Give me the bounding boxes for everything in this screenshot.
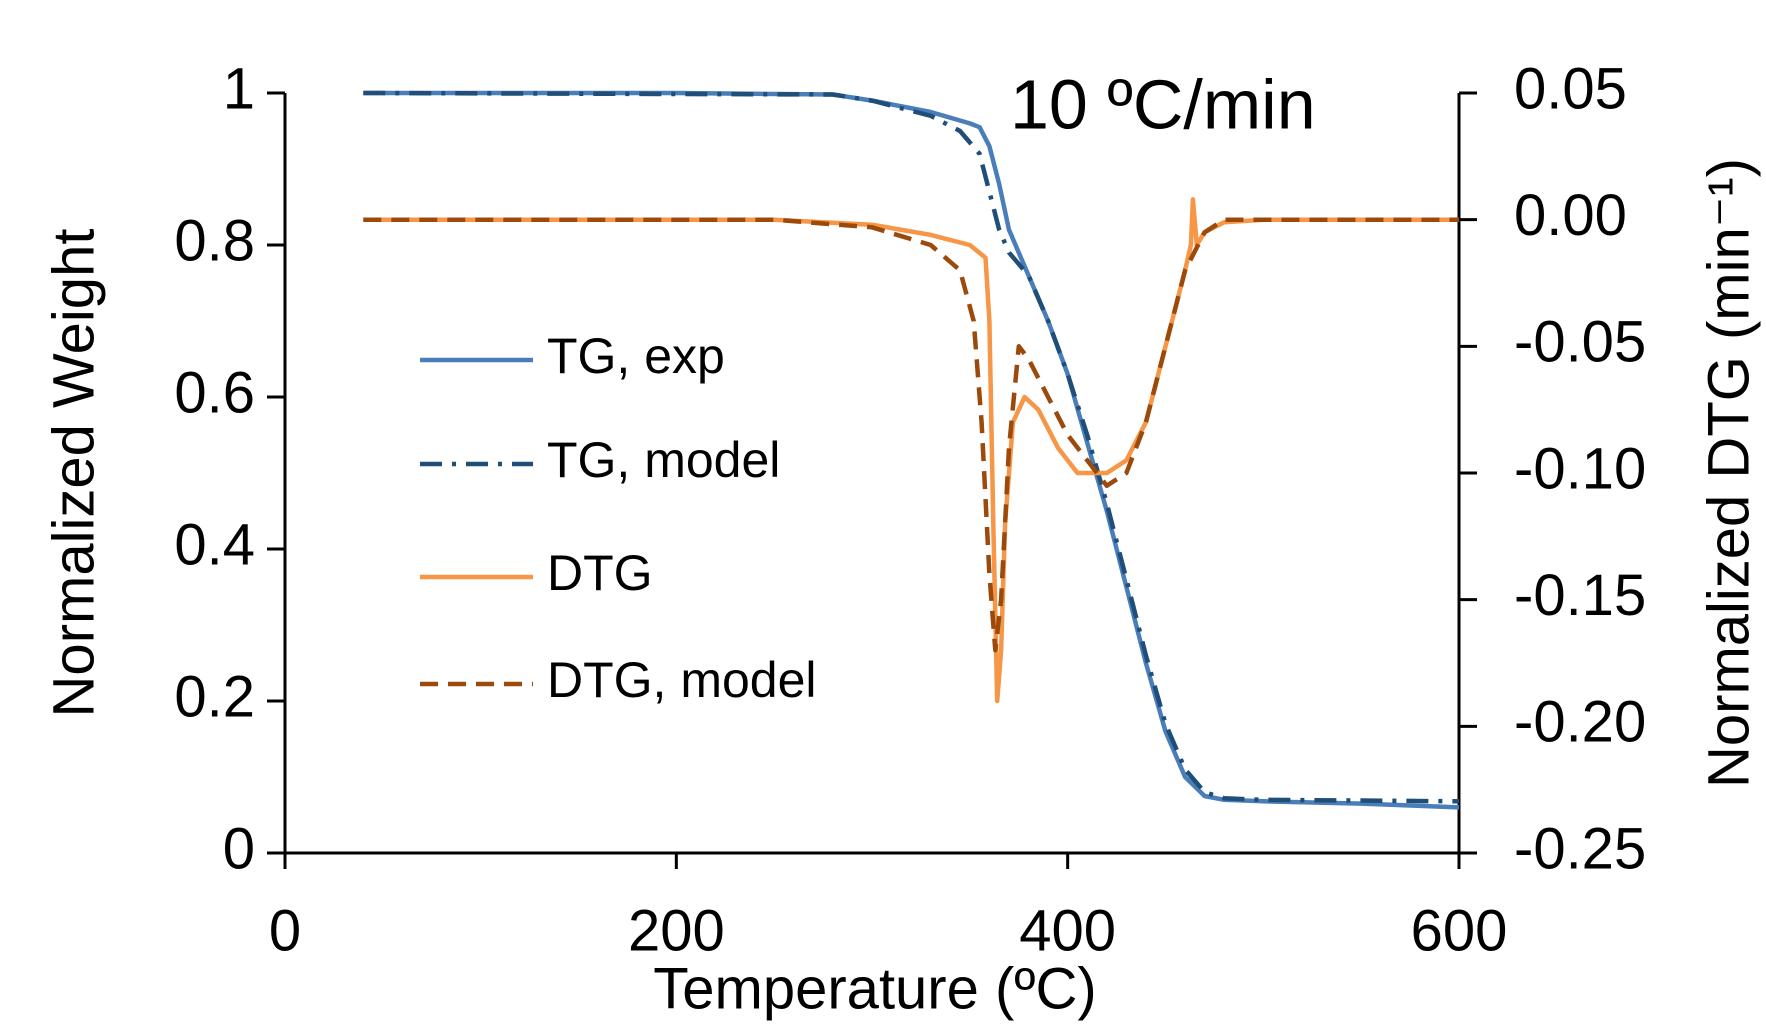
y2-tick-label: -0.25 [1514, 816, 1646, 881]
y2-tick-label: -0.10 [1514, 436, 1646, 501]
series-line [363, 90, 1460, 804]
y2-tick-label: 0.05 [1514, 56, 1627, 121]
y-tick-label: 0.2 [174, 664, 255, 729]
legend-label: DTG, model [547, 652, 817, 708]
y-axis-title: Normalized Weight [41, 229, 106, 718]
legend-label: DTG [547, 545, 653, 601]
x-axis-title: Temperature (ºC) [653, 956, 1096, 1021]
y2-tick-label: 0.00 [1514, 183, 1627, 248]
y-tick-label: 0.6 [174, 360, 255, 425]
x-tick-label: 200 [628, 898, 725, 963]
y-tick-label: 1 [223, 56, 255, 121]
y2-tick-label: -0.20 [1514, 690, 1646, 755]
x-tick-label: 600 [1411, 898, 1508, 963]
x-tick-label: 0 [269, 898, 301, 963]
x-tick-label: 400 [1019, 898, 1116, 963]
y-tick-label: 0.8 [174, 208, 255, 273]
legend-label: TG, exp [547, 328, 725, 384]
series-line [363, 90, 1460, 810]
y2-tick-label: -0.05 [1514, 310, 1646, 375]
legend-label: TG, model [547, 432, 780, 488]
y2-axis-title: Normalized DTG (min⁻¹) [1696, 158, 1761, 788]
series-line [363, 197, 1459, 704]
annotation: 10 ºC/min [1010, 65, 1316, 143]
series-line [363, 217, 1459, 653]
y2-tick-label: -0.15 [1514, 563, 1646, 628]
y-tick-label: 0 [223, 816, 255, 881]
y-tick-label: 0.4 [174, 512, 255, 577]
